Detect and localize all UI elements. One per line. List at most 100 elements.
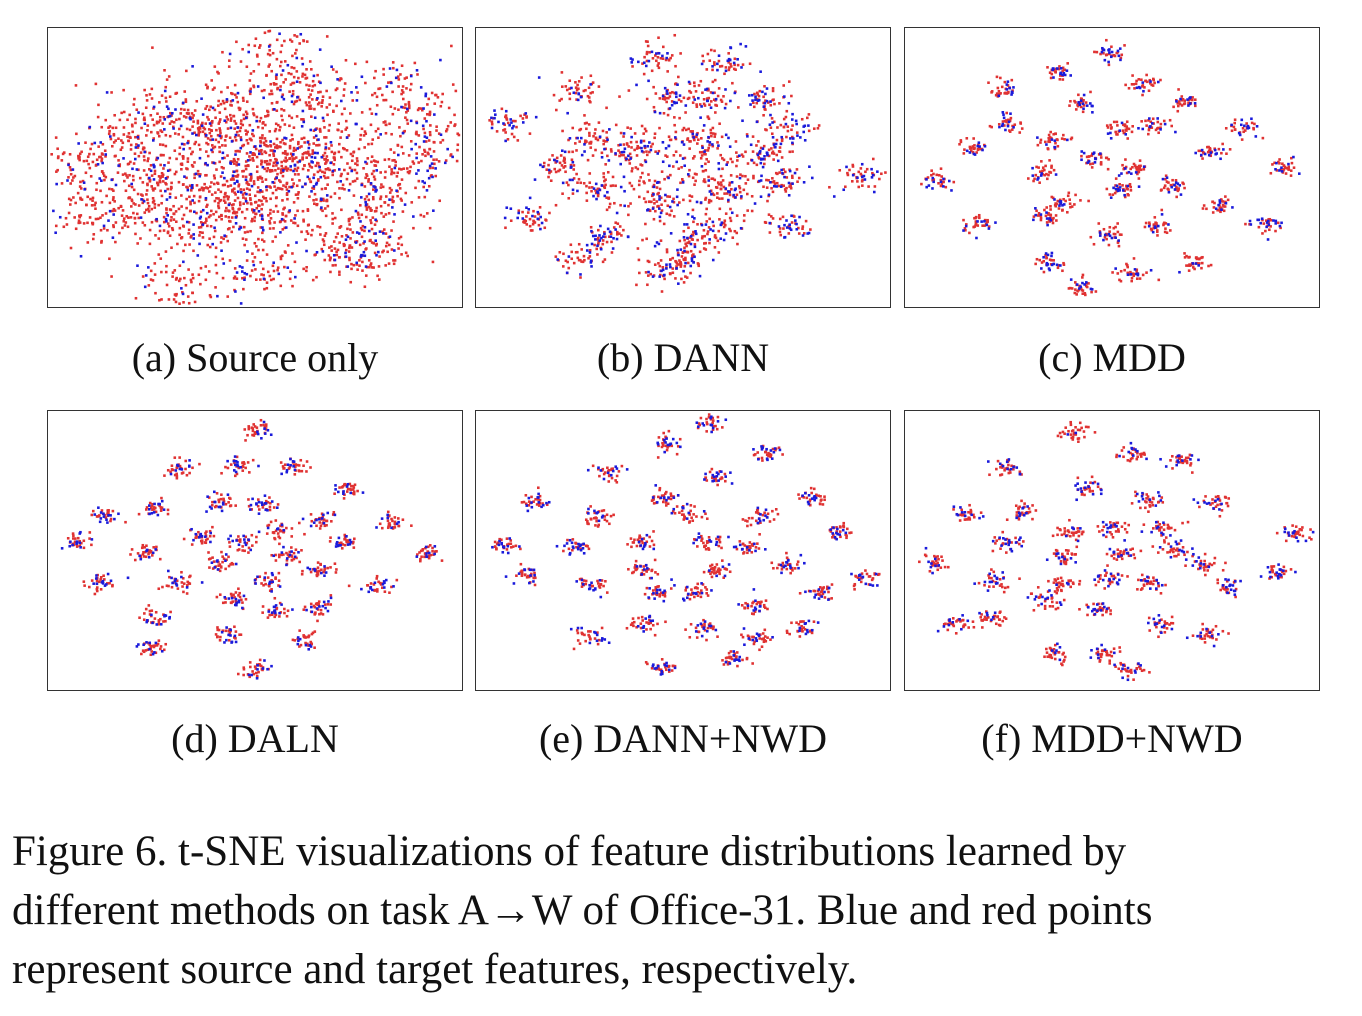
target-point	[780, 137, 784, 141]
target-point	[305, 230, 309, 233]
source-point	[1001, 122, 1005, 126]
target-point	[1124, 165, 1128, 169]
target-point	[588, 131, 591, 135]
target-point	[214, 286, 217, 289]
target-point	[300, 118, 303, 121]
source-point	[1209, 151, 1213, 154]
target-point	[237, 183, 241, 186]
target-point	[400, 199, 403, 202]
target-point	[668, 195, 672, 198]
scatter-plot-source-only	[50, 29, 461, 306]
target-point	[665, 96, 668, 100]
target-point	[272, 142, 276, 146]
target-point	[262, 273, 265, 277]
target-point	[771, 217, 775, 220]
target-point	[374, 244, 378, 247]
target-point	[361, 224, 365, 228]
target-point	[576, 83, 579, 87]
target-point	[1013, 123, 1017, 126]
target-point	[114, 240, 117, 244]
target-point	[130, 205, 133, 208]
source-point	[1126, 273, 1130, 277]
target-point	[168, 95, 172, 98]
target-point	[151, 46, 154, 49]
target-point	[253, 44, 257, 48]
target-point	[177, 180, 181, 184]
target-point	[636, 167, 640, 171]
target-point	[736, 155, 739, 158]
source-point	[364, 265, 368, 268]
target-point	[304, 151, 308, 154]
source-point	[717, 54, 721, 57]
target-point	[965, 223, 968, 226]
target-point	[245, 133, 248, 136]
source-point	[537, 76, 541, 79]
target-point	[274, 235, 277, 239]
target-point	[567, 138, 570, 142]
target-point	[222, 101, 226, 105]
target-point	[171, 271, 175, 274]
target-point	[367, 142, 370, 146]
target-point	[370, 112, 374, 115]
target-point	[215, 196, 218, 200]
target-point	[101, 142, 105, 146]
target-point	[398, 126, 401, 129]
source-point	[426, 169, 429, 173]
target-point	[1275, 169, 1279, 172]
target-point	[265, 159, 269, 163]
target-point	[242, 188, 246, 192]
target-point	[1252, 127, 1256, 131]
target-point	[162, 220, 166, 224]
source-point	[190, 186, 193, 190]
target-point	[987, 81, 990, 84]
target-point	[80, 150, 83, 154]
target-point	[364, 81, 367, 85]
target-point	[994, 93, 998, 97]
target-point	[449, 154, 452, 157]
target-point	[1225, 152, 1228, 155]
target-point	[381, 185, 385, 189]
source-point	[771, 136, 775, 139]
target-point	[596, 238, 600, 241]
source-point	[1062, 71, 1066, 75]
target-point	[490, 120, 494, 124]
source-point	[741, 119, 744, 123]
target-point	[243, 243, 246, 247]
source-point	[1005, 88, 1009, 91]
source-point	[234, 216, 238, 219]
target-point	[801, 227, 804, 231]
source-point	[622, 150, 626, 154]
target-point	[587, 123, 591, 126]
source-point	[104, 153, 108, 156]
target-point	[295, 115, 299, 118]
target-point	[198, 126, 201, 129]
target-point	[178, 233, 181, 237]
target-point	[68, 203, 72, 206]
source-point	[1175, 100, 1178, 103]
source-point	[749, 143, 753, 147]
source-point	[785, 219, 788, 222]
target-point	[160, 194, 164, 198]
target-point	[327, 147, 331, 150]
target-point	[251, 107, 255, 111]
source-point	[1089, 102, 1092, 105]
target-point	[1261, 218, 1264, 222]
target-point	[198, 195, 202, 199]
target-point	[525, 115, 528, 118]
source-point	[1081, 102, 1085, 106]
target-point	[214, 210, 218, 214]
target-point	[78, 221, 82, 224]
target-point	[108, 129, 111, 133]
target-point	[570, 158, 574, 162]
target-point	[356, 163, 359, 167]
target-point	[260, 160, 264, 164]
target-point	[141, 194, 144, 197]
source-point	[615, 237, 619, 241]
source-point	[1265, 225, 1268, 229]
target-point	[1221, 142, 1224, 146]
target-point	[568, 87, 571, 90]
target-point	[575, 172, 578, 176]
target-point	[188, 243, 191, 246]
target-point	[445, 128, 449, 131]
target-point	[356, 159, 359, 163]
